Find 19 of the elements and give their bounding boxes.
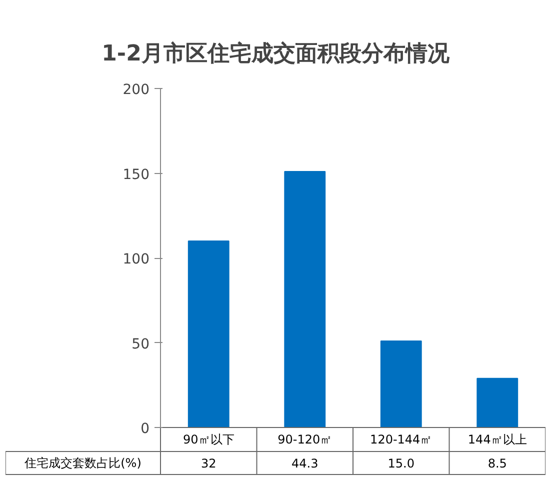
x-tick-label: 144㎡以上 [468, 432, 527, 446]
y-tick-label: 200 [122, 82, 150, 98]
y-tick-label: 0 [140, 421, 150, 437]
y-tick-label: 150 [122, 166, 150, 183]
bar [380, 340, 422, 428]
text: 住宅成交套数占比(%) [24, 456, 142, 470]
bar [476, 378, 518, 428]
y-tick-label: 100 [122, 252, 150, 268]
text: 44.3 [292, 456, 318, 471]
text: 8.5 [488, 456, 507, 471]
x-tick-label: 90-120㎡ [278, 432, 332, 446]
bar [284, 171, 326, 428]
text: 32 [200, 456, 216, 471]
x-tick-label: 120-144㎡ [370, 432, 432, 446]
y-tick-label: 50 [132, 336, 150, 352]
chart-title: 1-2月市区住宅成交面积段分布情况 [102, 40, 450, 66]
text: 15.0 [388, 456, 414, 471]
bar [188, 240, 230, 428]
x-tick-label: 90㎡以下 [182, 432, 234, 446]
